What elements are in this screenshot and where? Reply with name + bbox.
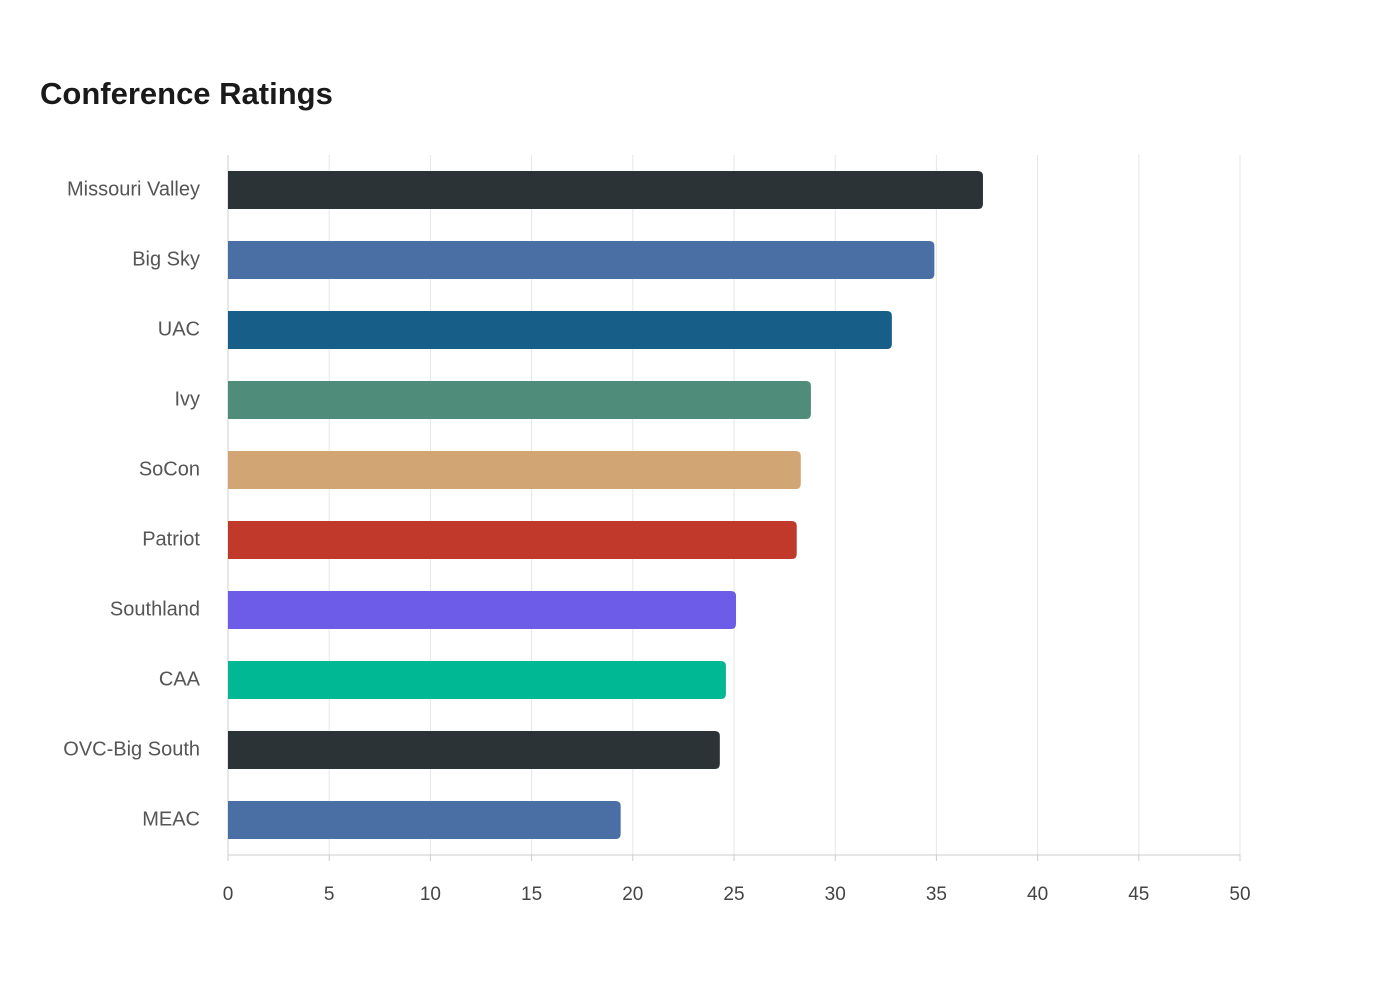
bar bbox=[228, 171, 983, 209]
x-tick-label: 50 bbox=[1229, 884, 1250, 905]
bar bbox=[228, 801, 621, 839]
y-tick-label: Ivy bbox=[174, 388, 200, 410]
chart-title: Conference Ratings bbox=[40, 76, 333, 111]
x-tick-label: 30 bbox=[825, 884, 846, 905]
y-tick-label: OVC-Big South bbox=[63, 738, 200, 760]
bar bbox=[228, 381, 811, 419]
y-tick-label: Big Sky bbox=[132, 248, 200, 270]
x-tick-label: 40 bbox=[1027, 884, 1048, 905]
bar bbox=[228, 241, 935, 279]
x-tick-label: 5 bbox=[324, 884, 335, 905]
y-tick-label: Missouri Valley bbox=[67, 178, 200, 200]
x-tick-label: 15 bbox=[521, 884, 542, 905]
bar bbox=[228, 591, 737, 629]
bar bbox=[228, 661, 726, 699]
y-tick-label: UAC bbox=[158, 318, 200, 340]
bar bbox=[228, 311, 892, 349]
x-tick-label: 20 bbox=[622, 884, 643, 905]
x-tick-label: 10 bbox=[420, 884, 441, 905]
x-tick-label: 25 bbox=[723, 884, 744, 905]
y-tick-label: SoCon bbox=[139, 458, 200, 480]
y-tick-label: CAA bbox=[159, 668, 201, 690]
y-tick-label: Patriot bbox=[142, 528, 200, 550]
bar bbox=[228, 451, 801, 489]
x-tick-label: 0 bbox=[223, 884, 234, 905]
y-tick-label: MEAC bbox=[142, 808, 200, 830]
y-tick-label: Southland bbox=[110, 598, 200, 620]
bar bbox=[228, 521, 797, 559]
bar bbox=[228, 731, 720, 769]
x-tick-label: 45 bbox=[1128, 884, 1149, 905]
x-tick-label: 35 bbox=[926, 884, 947, 905]
